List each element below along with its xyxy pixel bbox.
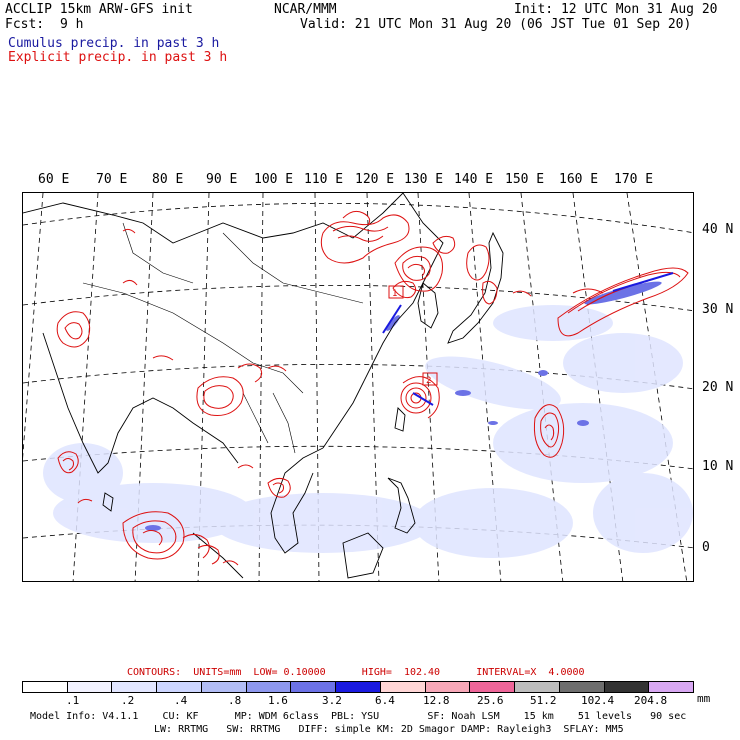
colorbar-label: 6.4	[375, 694, 395, 707]
valid-time: Valid: 21 UTC Mon 31 Aug 20 (06 JST Tue …	[300, 17, 692, 32]
init-time: Init: 12 UTC Mon 31 Aug 20	[514, 2, 718, 17]
typhoon-label: 2	[426, 376, 431, 386]
coast-japan	[447, 231, 504, 344]
cumulus-shading	[43, 305, 693, 558]
coast-srilanka	[102, 492, 114, 512]
coast-philippines	[387, 477, 416, 534]
colorbar-cell	[515, 682, 560, 692]
colorbar-label: .4	[174, 694, 188, 707]
colorbar-label: .1	[66, 694, 80, 707]
colorbar-cell	[157, 682, 202, 692]
colorbar	[22, 681, 694, 693]
colorbar-label: .2	[121, 694, 135, 707]
forecast-value: 9 h	[60, 17, 84, 32]
lon-label: 150 E	[505, 172, 545, 187]
contours-info: CONTOURS: UNITS=mm LOW= 0.10000 HIGH= 10…	[127, 667, 585, 678]
lat-label: 40 N	[702, 222, 734, 237]
colorbar-cell	[559, 682, 605, 692]
lat-line-40	[23, 202, 693, 234]
coast-indochina	[270, 447, 324, 554]
coast-taiwan	[394, 407, 406, 432]
lon-label: 80 E	[152, 172, 184, 187]
lon-label: 140 E	[454, 172, 494, 187]
coast-sumatra	[192, 532, 244, 579]
colorbar-label: 12.8	[423, 694, 450, 707]
colorbar-label: 1.6	[268, 694, 288, 707]
lon-label: 70 E	[96, 172, 128, 187]
map-svg: 1 2	[23, 193, 693, 581]
chart-title: ACCLIP 15km ARW-GFS init	[5, 2, 193, 17]
coastlines	[23, 193, 504, 579]
colorbar-cell	[380, 682, 426, 692]
colorbar-label: .8	[228, 694, 242, 707]
cumulus-cores	[145, 281, 662, 531]
coast-borneo	[342, 532, 384, 579]
legend-cumulus: Cumulus precip. in past 3 h	[8, 36, 220, 51]
colorbar-label: 102.4	[581, 694, 615, 707]
coast-china-east	[322, 193, 444, 449]
model-info-line2: LW: RRTMG SW: RRTMG DIFF: simple KM: 2D …	[154, 724, 624, 735]
legend-explicit: Explicit precip. in past 3 h	[8, 50, 228, 65]
colorbar-label: 3.2	[322, 694, 342, 707]
lon-label: 110 E	[304, 172, 344, 187]
lat-label: 30 N	[702, 302, 734, 317]
lon-label: 60 E	[38, 172, 70, 187]
colorbar-cell	[649, 682, 694, 692]
lon-label: 90 E	[206, 172, 238, 187]
colorbar-cell	[604, 682, 650, 692]
colorbar-units: mm	[697, 692, 711, 705]
center-label: NCAR/MMM	[274, 2, 337, 17]
cumulus-streaks	[382, 272, 674, 406]
colorbar-cell	[336, 682, 381, 692]
colorbar-cell	[112, 682, 158, 692]
coast-india	[42, 332, 239, 474]
typhoon-label: 1	[392, 289, 397, 299]
colorbar-label: 25.6	[477, 694, 504, 707]
colorbar-cell	[291, 682, 337, 692]
precip-map[interactable]: 1 2	[22, 192, 694, 582]
coast-asia	[23, 193, 404, 244]
colorbar-cell	[201, 682, 247, 692]
colorbar-cell	[246, 682, 292, 692]
coast-korea	[417, 282, 439, 329]
lon-label: 120 E	[355, 172, 395, 187]
lon-label: 170 E	[614, 172, 654, 187]
lat-label: 20 N	[702, 380, 734, 395]
typhoon-markers: 1 2	[388, 285, 438, 386]
model-info-line1: Model Info: V4.1.1 CU: KF MP: WDM 6class…	[30, 711, 687, 722]
colorbar-cell	[67, 682, 113, 692]
forecast-label: Fcst:	[5, 17, 45, 32]
lon-line	[23, 193, 44, 459]
colorbar-cell	[23, 682, 68, 692]
colorbar-cell	[470, 682, 516, 692]
lon-label: 130 E	[404, 172, 444, 187]
lon-label: 100 E	[254, 172, 294, 187]
lon-label: 160 E	[559, 172, 599, 187]
lat-label: 0	[702, 540, 710, 555]
lat-label: 10 N	[702, 459, 734, 474]
colorbar-cell	[425, 682, 471, 692]
colorbar-label: 204.8	[634, 694, 668, 707]
colorbar-label: 51.2	[530, 694, 557, 707]
borders	[82, 222, 364, 454]
